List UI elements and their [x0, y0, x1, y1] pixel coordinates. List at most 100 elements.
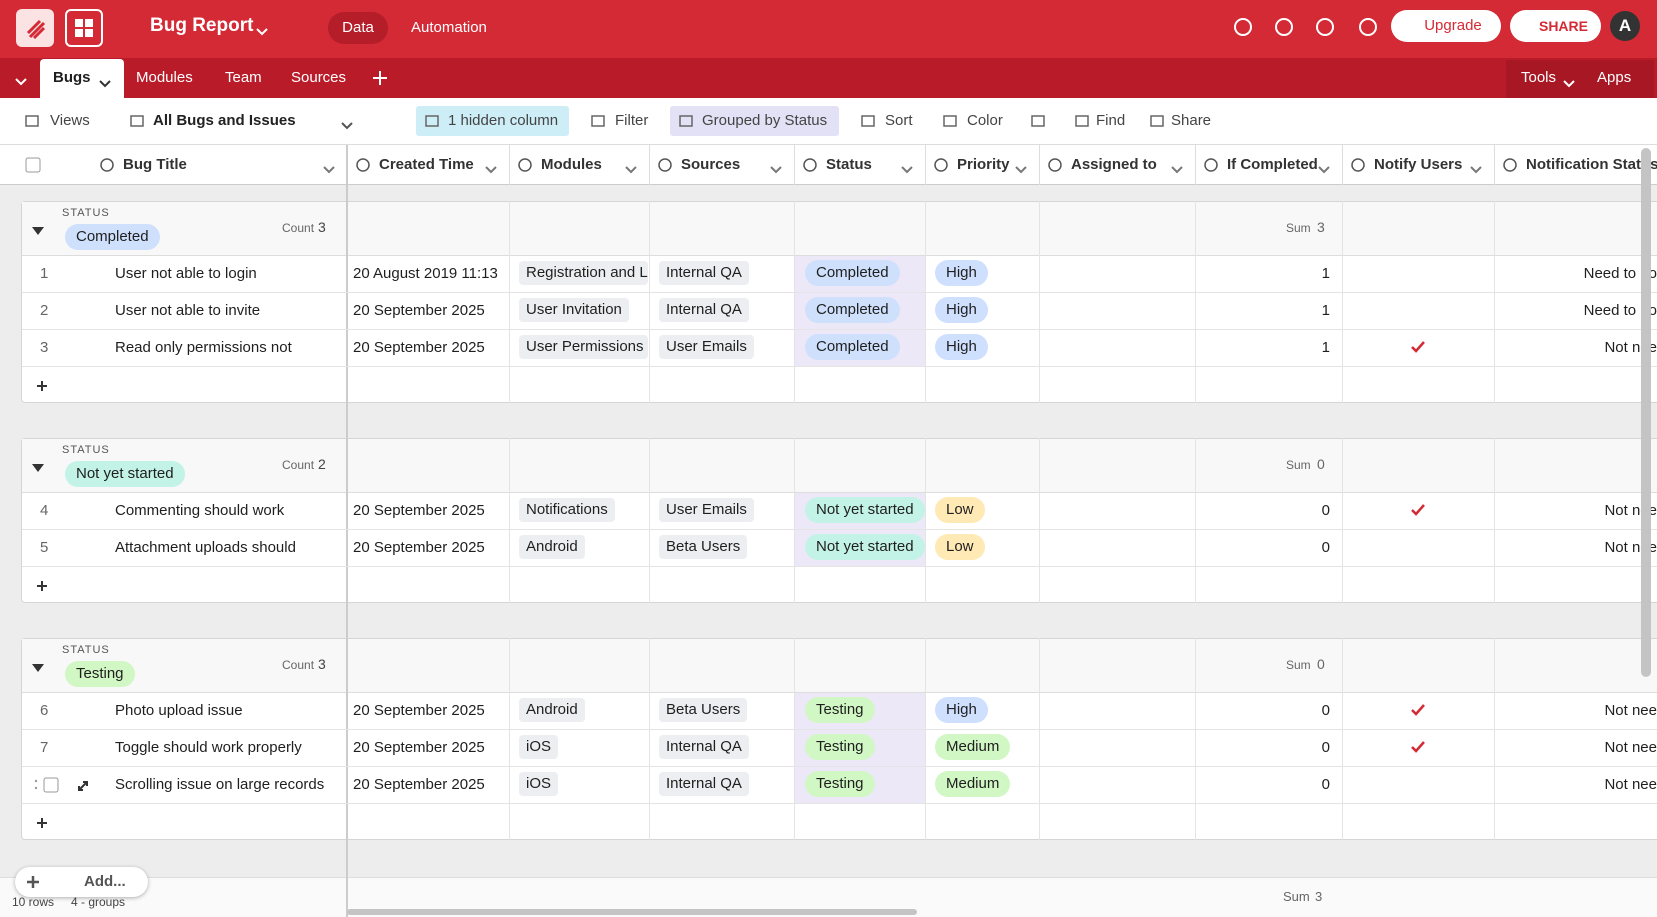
bug-title[interactable]: Toggle should work properly	[115, 738, 302, 758]
if-completed: 1	[1195, 301, 1330, 321]
toolbar-view-name[interactable]: All Bugs and Issues	[153, 111, 296, 131]
logo[interactable]	[16, 9, 54, 47]
dropdown-caret	[256, 23, 268, 31]
created-time: 20 September 2025	[353, 701, 485, 721]
column-header[interactable]: Created Time	[379, 155, 474, 175]
column-header[interactable]: Notify Users	[1374, 155, 1462, 175]
source-chip: Internal QA	[659, 261, 749, 285]
add-row	[36, 379, 48, 391]
column-header[interactable]: Bug Title	[123, 155, 187, 175]
toolbar-icon	[942, 113, 958, 129]
column-icon	[1047, 157, 1063, 173]
table-tab[interactable]: Bugs	[53, 68, 91, 88]
toolbar-share[interactable]: Share	[1171, 111, 1211, 131]
notification-status: Need to no	[1494, 301, 1657, 321]
group-header	[22, 639, 1657, 693]
collapse-toggle	[31, 223, 45, 233]
toolbar-sort[interactable]: Sort	[885, 111, 913, 131]
column-icon	[933, 157, 949, 173]
upgrade-button[interactable]: Upgrade	[1391, 10, 1501, 42]
tools-menu[interactable]: Tools	[1521, 68, 1556, 88]
header-icon	[1314, 16, 1336, 38]
dropdown-caret	[1470, 161, 1482, 169]
column-divider	[1342, 438, 1343, 603]
column-divider	[509, 145, 510, 185]
column-divider	[509, 201, 510, 403]
column-divider	[1342, 201, 1343, 403]
add-table	[372, 70, 388, 86]
column-header[interactable]: Notification Status	[1526, 155, 1657, 175]
toolbar-color[interactable]: Color	[967, 111, 1003, 131]
priority-pill: Medium	[935, 734, 1010, 760]
tab-automation[interactable]: Automation	[411, 18, 487, 38]
bug-title[interactable]: User not able to invite	[115, 301, 260, 321]
created-time: 20 August 2019 11:13	[353, 264, 498, 284]
toolbar-find[interactable]: Find	[1096, 111, 1125, 131]
if-completed: 0	[1195, 538, 1330, 558]
row-number: 2	[40, 301, 48, 321]
select-all	[25, 157, 41, 173]
add-label[interactable]: Add...	[84, 872, 126, 892]
toolbar-views[interactable]: Views	[50, 111, 90, 131]
column-divider	[1039, 438, 1040, 603]
toolbar-filter[interactable]: Filter	[615, 111, 648, 131]
column-icon	[1350, 157, 1366, 173]
priority-pill: High	[935, 297, 988, 323]
table-tab[interactable]: Modules	[136, 68, 193, 88]
source-chip: User Emails	[659, 498, 754, 522]
if-completed: 1	[1195, 338, 1330, 358]
notification-status: Not nee	[1494, 701, 1657, 721]
toolbar-icon	[678, 113, 694, 129]
grid-button[interactable]	[65, 9, 103, 47]
vertical-scrollbar[interactable]	[1641, 148, 1651, 677]
bug-title[interactable]: Attachment uploads should	[115, 538, 296, 558]
group-count-label: Count	[282, 657, 314, 673]
column-icon	[1203, 157, 1219, 173]
source-chip: Internal QA	[659, 298, 749, 322]
bug-title[interactable]: Scrolling issue on large records	[115, 775, 324, 795]
apps-menu[interactable]: Apps	[1597, 68, 1631, 88]
column-divider	[649, 145, 650, 185]
group-sum-label: Sum	[1286, 457, 1311, 473]
avatar[interactable]: A	[1610, 11, 1640, 41]
column-header[interactable]: Sources	[681, 155, 740, 175]
source-chip: Beta Users	[659, 698, 747, 722]
group-count-label: Count	[282, 457, 314, 473]
notify-check	[1410, 703, 1426, 717]
column-header[interactable]: Assigned to	[1071, 155, 1157, 175]
column-header[interactable]: Status	[826, 155, 872, 175]
table-tab[interactable]: Team	[225, 68, 262, 88]
row-number: 5	[40, 538, 48, 558]
bug-title[interactable]: Photo upload issue	[115, 701, 243, 721]
dropdown-caret	[1171, 161, 1183, 169]
table-tab[interactable]: Sources	[291, 68, 346, 88]
column-header[interactable]: Modules	[541, 155, 602, 175]
priority-pill: Low	[935, 534, 985, 560]
tab-data[interactable]: Data	[328, 12, 388, 44]
group-field-label: STATUS	[62, 643, 110, 657]
module-chip: iOS	[519, 735, 558, 759]
group-sum-label: Sum	[1286, 220, 1311, 236]
group-field-label: STATUS	[62, 206, 110, 220]
base-title[interactable]: Bug Report	[150, 14, 253, 38]
column-divider	[649, 638, 650, 840]
bug-title[interactable]: Read only permissions not	[115, 338, 292, 358]
horizontal-scrollbar[interactable]	[347, 909, 917, 915]
bug-title[interactable]: User not able to login	[115, 264, 257, 284]
share-button[interactable]: SHARE	[1510, 10, 1601, 42]
column-divider	[1039, 145, 1040, 185]
toolbar-grouped[interactable]: Grouped by Status	[702, 111, 827, 131]
created-time: 20 September 2025	[353, 538, 485, 558]
footer-sum: 3	[1315, 888, 1322, 906]
toolbar-hidden[interactable]: 1 hidden column	[448, 111, 558, 131]
if-completed: 0	[1195, 775, 1330, 795]
column-header[interactable]: If Completed	[1227, 155, 1318, 175]
bug-title[interactable]: Commenting should work	[115, 501, 284, 521]
column-divider	[1342, 145, 1343, 185]
column-icon	[1502, 157, 1518, 173]
dropdown-caret	[341, 117, 353, 125]
column-header[interactable]: Priority	[957, 155, 1010, 175]
if-completed: 0	[1195, 738, 1330, 758]
priority-pill: High	[935, 697, 988, 723]
status-pill: Completed	[805, 260, 900, 286]
